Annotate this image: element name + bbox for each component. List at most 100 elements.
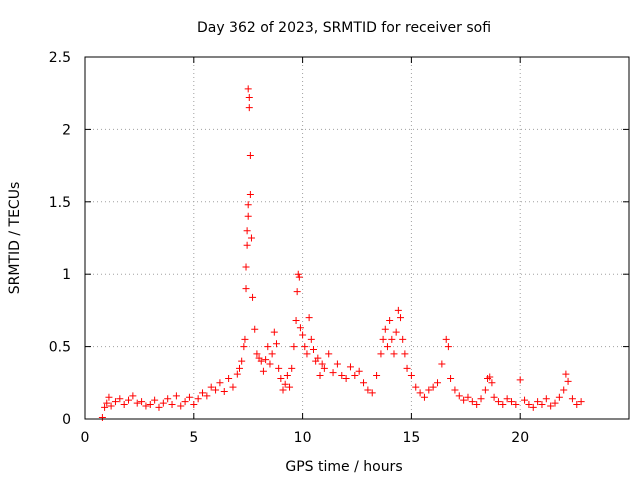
y-tick-label: 0 — [62, 412, 71, 428]
data-point — [275, 364, 283, 372]
data-point — [290, 343, 298, 351]
data-point — [172, 392, 180, 400]
data-point — [235, 364, 243, 372]
data-point — [268, 350, 276, 358]
grid — [85, 57, 629, 419]
data-point — [444, 343, 452, 351]
data-point — [279, 386, 287, 394]
x-tick-label: 15 — [402, 430, 420, 446]
data-point — [503, 395, 511, 403]
x-tick-label: 0 — [81, 430, 90, 446]
data-point — [455, 392, 463, 400]
data-point — [490, 393, 498, 401]
x-tick-label: 10 — [294, 430, 312, 446]
data-point — [397, 314, 405, 322]
data-point — [525, 401, 533, 409]
data-point — [168, 401, 176, 409]
data-point — [244, 85, 252, 93]
data-point — [551, 399, 559, 407]
data-point — [259, 367, 267, 375]
data-point — [249, 293, 257, 301]
data-point — [325, 350, 333, 358]
data-point — [220, 387, 228, 395]
data-point — [111, 398, 119, 406]
data-point — [129, 392, 137, 400]
data-point — [555, 393, 563, 401]
data-point — [240, 343, 248, 351]
data-point — [257, 357, 265, 365]
data-point — [560, 386, 568, 394]
y-tick-label: 0.5 — [49, 340, 71, 356]
data-point — [120, 401, 128, 409]
data-point — [329, 369, 337, 377]
data-point — [245, 94, 253, 102]
data-point — [164, 395, 172, 403]
data-point — [247, 234, 255, 242]
data-point — [294, 270, 302, 278]
data-point — [542, 395, 550, 403]
data-point — [138, 398, 146, 406]
data-point — [207, 383, 215, 391]
data-point — [105, 393, 113, 401]
data-point — [246, 151, 254, 159]
data-point — [394, 306, 402, 314]
data-point — [309, 345, 317, 353]
axis-ticks: 0 5 10 15 20 0 0.5 1 1.5 2 2.5 — [49, 50, 629, 446]
data-point — [277, 374, 285, 382]
data-point — [101, 403, 109, 411]
data-point — [116, 395, 124, 403]
data-point — [316, 372, 324, 380]
x-tick-label: 20 — [511, 430, 529, 446]
data-point — [407, 372, 415, 380]
data-point — [299, 331, 307, 339]
data-point — [190, 401, 198, 409]
data-point — [401, 350, 409, 358]
data-point — [243, 241, 251, 249]
data-point — [103, 399, 111, 407]
data-point — [386, 317, 394, 325]
data-point — [429, 383, 437, 391]
data-point — [305, 314, 313, 322]
data-point — [181, 398, 189, 406]
data-point — [251, 325, 259, 333]
data-point — [303, 350, 311, 358]
data-point — [318, 360, 326, 368]
data-point — [242, 263, 250, 271]
data-point — [442, 335, 450, 343]
y-tick-label: 1 — [62, 267, 71, 283]
data-point — [177, 402, 185, 410]
data-point — [244, 201, 252, 209]
data-point — [246, 191, 254, 199]
data-point — [373, 372, 381, 380]
data-point — [412, 383, 420, 391]
data-point — [573, 401, 581, 409]
data-point — [564, 377, 572, 385]
data-point — [146, 401, 154, 409]
data-point — [468, 398, 476, 406]
plot-frame — [84, 56, 630, 420]
data-point — [253, 350, 261, 358]
data-point — [293, 288, 301, 296]
data-point — [447, 374, 455, 382]
data-point — [494, 398, 502, 406]
data-point — [225, 374, 233, 382]
data-point — [98, 414, 106, 422]
data-point — [488, 379, 496, 387]
data-point — [142, 402, 150, 410]
data-point — [270, 328, 278, 336]
data-point — [364, 386, 372, 394]
data-point — [266, 360, 274, 368]
data-point — [547, 402, 555, 410]
data-point — [262, 356, 270, 364]
data-point — [307, 335, 315, 343]
data-point — [512, 401, 520, 409]
data-point — [416, 389, 424, 397]
data-point — [360, 379, 368, 387]
data-point — [486, 373, 494, 381]
data-point — [534, 398, 542, 406]
data-point — [185, 393, 193, 401]
data-point — [295, 273, 303, 281]
data-point — [388, 335, 396, 343]
data-point — [521, 396, 529, 404]
